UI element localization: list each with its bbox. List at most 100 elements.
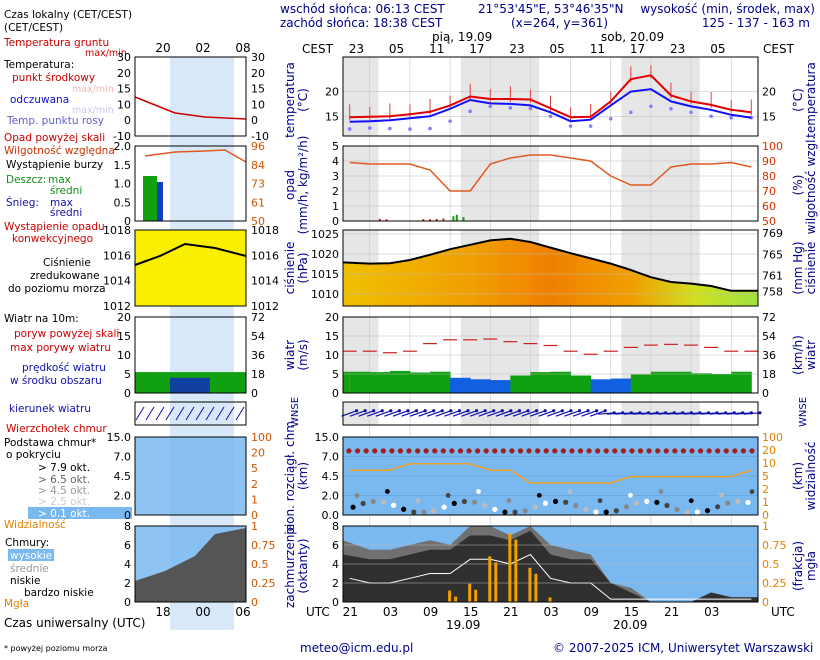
wind-right-title: wiatr: [804, 340, 818, 370]
legend-wind-dir: kierunek wiatru: [9, 403, 91, 415]
temp-frame: [342, 56, 759, 137]
legend-utc-tick-0: 18: [155, 605, 170, 619]
legend-snow: Śnieg:: [6, 196, 39, 209]
wind-left-tick-0: 0: [332, 387, 339, 400]
wind-arrow: [341, 410, 357, 417]
precip-tick-1: 1: [332, 200, 339, 213]
dew-point-mark: [588, 124, 593, 128]
wind-arrow-head: [397, 409, 401, 413]
legend-cloud-lt-4: 0: [124, 509, 131, 522]
fog-bar: [528, 567, 532, 602]
legend-wind-rt-0: 72: [251, 311, 265, 324]
legend-rain-mean: średni: [50, 185, 82, 197]
pres-left-tick-2: 1020: [311, 248, 339, 261]
visibility-line: [349, 463, 752, 484]
legend-cloud-base2: o pokryciu: [6, 449, 61, 461]
legend-cloud-rt-0: 100: [251, 431, 272, 444]
cover-left-tick-1: 2: [332, 577, 339, 590]
fog-bar: [514, 539, 518, 602]
cloud-top-dot: [346, 448, 352, 454]
wind-arrow-head: [509, 409, 513, 413]
temp-right-title: temperatura: [804, 62, 818, 138]
legend-pressure3: do poziomu morza: [8, 283, 106, 295]
footer-email[interactable]: meteo@icm.edu.pl: [300, 641, 413, 655]
wind-speed-bar: [670, 371, 692, 393]
day2-bottom-label: 20.09: [613, 618, 647, 632]
cover-left-tick-2: 4: [332, 558, 339, 571]
temp-left-unit: (°C): [296, 88, 310, 112]
legend-prec-lt-0: 2.0: [114, 140, 132, 153]
legend-ground-temp: Temperatura gruntu: [3, 37, 109, 49]
cloud-top-dot: [732, 448, 738, 454]
legend-wind-lt-2: 10: [117, 349, 131, 362]
wind-arrow: [606, 412, 623, 415]
cloud-top-dot: [697, 448, 704, 454]
fog-tick-0: 0: [762, 596, 769, 609]
humidity-line: [349, 154, 752, 192]
wind-arrow-head: [526, 409, 530, 413]
legend-cover-rt-1: 0.75: [251, 539, 276, 552]
legend-wind-arrow: [145, 406, 155, 421]
cloud-top-dot: [552, 448, 558, 454]
cloud-base-dot: [506, 498, 512, 504]
cloud-base-dot: [644, 498, 650, 504]
legend-wind-speed1: prędkość wiatru: [22, 362, 106, 374]
hum-tick-4: 90: [762, 155, 776, 168]
bottom-tick-0: 21: [343, 605, 358, 619]
wind-arrow: [675, 412, 692, 415]
wind-speed-bar: [369, 372, 391, 393]
wind-arrow-head: [363, 409, 367, 413]
wind-arrow-head: [449, 409, 453, 413]
dew-point-mark: [508, 106, 513, 110]
wind-arrow-head: [500, 409, 504, 413]
vis-tick-3: 5: [762, 470, 769, 483]
cloud-top-dot: [500, 448, 506, 454]
wind-arrow-head: [380, 409, 384, 413]
fog-tick-3: 0.75: [762, 539, 787, 552]
legend-wind-speed2: w środku obszaru: [10, 375, 102, 387]
legend-mini-panels: 302015100-10302015100-102.01.51.00.50968…: [103, 51, 279, 609]
legend-wind-arrow: [165, 406, 175, 421]
wind-arrow: [598, 412, 615, 415]
legend-temp-line: [134, 96, 247, 120]
legend-frame-pres: [134, 229, 247, 307]
dew-point-mark: [709, 114, 713, 119]
hum-right-unit: (%): [791, 175, 805, 196]
wind-arrow-head: [440, 409, 444, 413]
legend-temp-maxmin: max/min: [72, 84, 114, 95]
cloud-top-dot: [715, 448, 721, 454]
cloud-top-dot: [569, 448, 575, 454]
cloud-top-dot: [457, 448, 464, 454]
tz-left-label: CEST: [302, 42, 334, 56]
wind-arrow: [709, 412, 726, 415]
wind-speed-bar: [590, 379, 612, 393]
wind-arrow: [435, 410, 452, 417]
cloud-base-dot: [522, 508, 528, 514]
wind-speed-bar: [510, 375, 531, 393]
cloud-base-dot: [552, 498, 559, 505]
legend-cl-vlow: bardzo niskie: [24, 587, 94, 599]
cloud-base-dot: [658, 489, 664, 494]
low-cloud-area: [343, 530, 758, 602]
cloud-frame: [342, 436, 759, 516]
cloud-base-dot: [715, 504, 721, 510]
legend-dew: Temp. punktu rosy: [6, 115, 104, 127]
cloud-base-dot: [725, 500, 731, 506]
legend-cl-high: wysokie: [10, 550, 52, 562]
wind-arrow-head: [466, 409, 470, 413]
cloud-top-dot: [646, 448, 652, 454]
pres-left-tick-1: 1015: [311, 268, 339, 281]
tz-bottom-left: UTC: [306, 605, 330, 619]
legend-cl-low: niskie: [10, 575, 41, 587]
legend-cloud-lt-0: 15.0: [107, 431, 132, 444]
precip-left-title: opad: [283, 170, 297, 200]
wind-arrow: [495, 410, 512, 417]
tz-bottom-right: UTC: [771, 605, 795, 619]
pres-right-tick-0: 758: [762, 286, 783, 299]
wind-arrow-head: [414, 409, 419, 413]
cloud-top-dot: [603, 448, 609, 454]
wind-arrow: [735, 412, 752, 415]
wind-arrow-head: [354, 409, 359, 413]
cloud-base-dot: [694, 509, 700, 515]
wind-arrow: [529, 410, 546, 417]
